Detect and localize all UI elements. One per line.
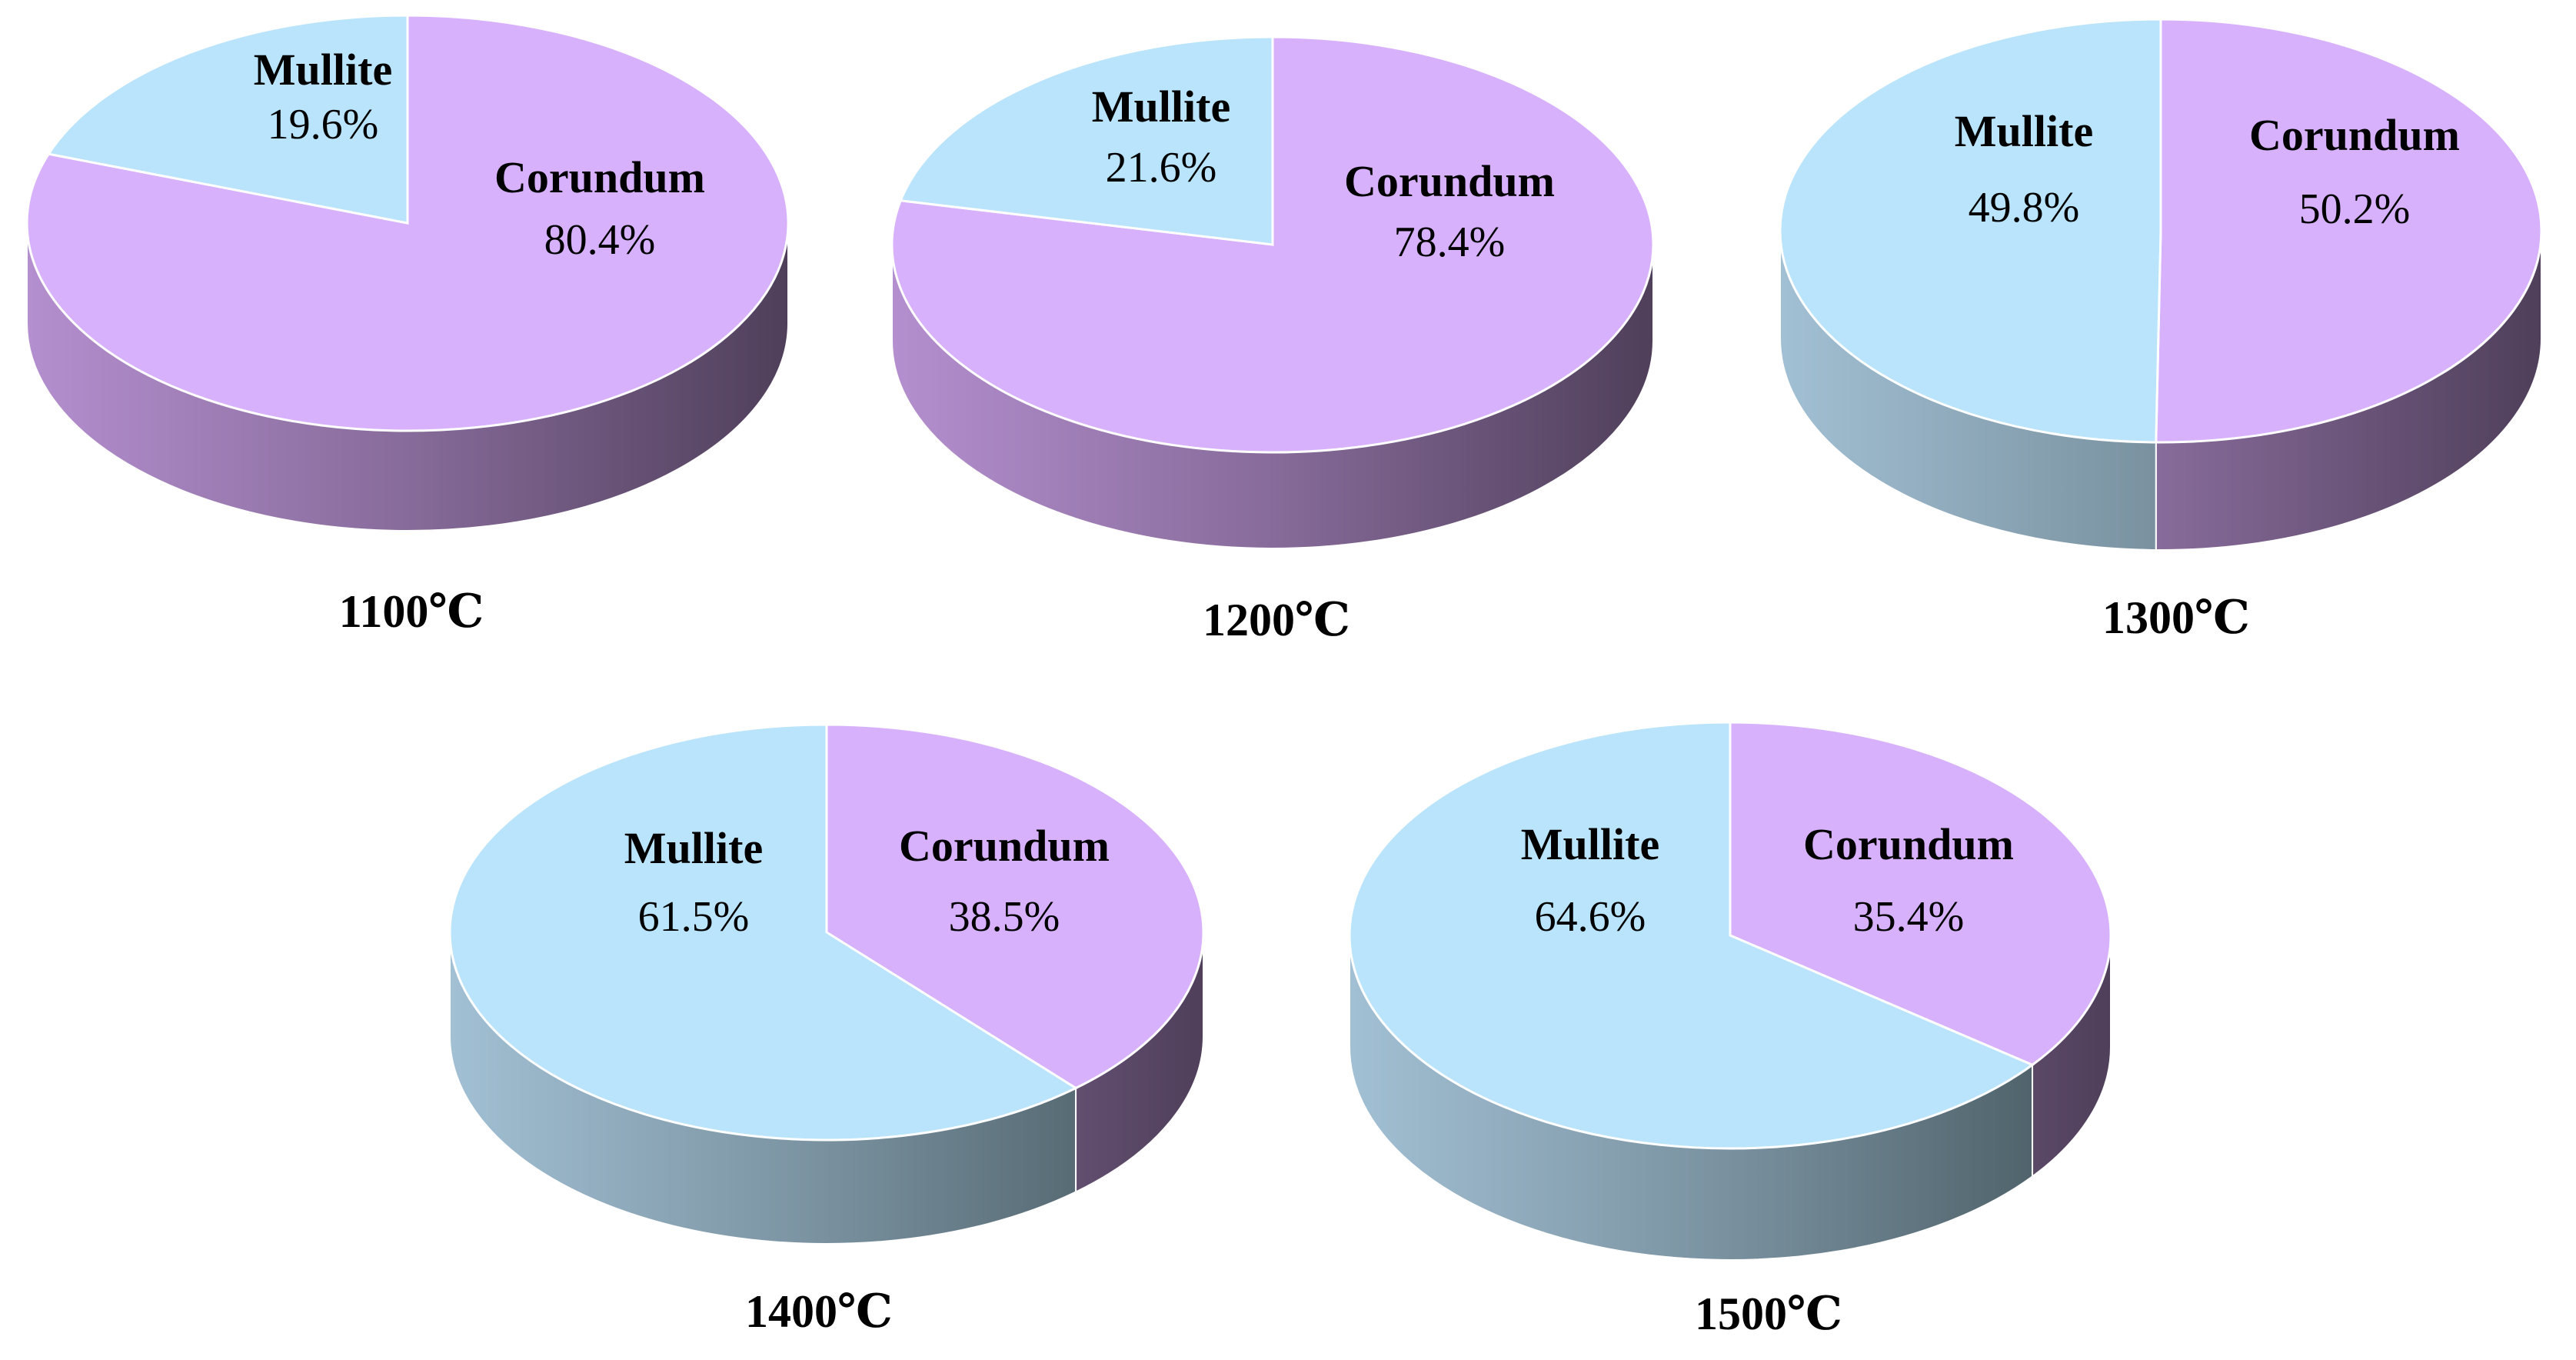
slice-value-mullite: 21.6% [1106, 144, 1217, 192]
slice-label-mullite: Mullite [1092, 82, 1230, 132]
slice-label-corundum: Corundum [494, 152, 705, 202]
slice-value-corundum: 50.2% [2299, 185, 2411, 233]
pie-slice-mullite [899, 35, 1274, 246]
pie-slice-mullite [1779, 18, 2162, 444]
pie-caption: 1400℃ [745, 1286, 893, 1337]
pie-caption: 1500℃ [1695, 1288, 1842, 1339]
pie-chart-0: Mullite 19.6% Corundum 80.4% 1100℃ [25, 14, 790, 637]
slice-label-mullite: Mullite [254, 45, 392, 95]
pie-caption: 1100℃ [339, 586, 484, 637]
slice-value-mullite: 19.6% [268, 101, 379, 148]
slice-value-mullite: 64.6% [1535, 893, 1646, 941]
pie-slice-corundum [1729, 721, 2112, 1067]
slice-label-mullite: Mullite [624, 823, 763, 873]
slice-value-corundum: 35.4% [1853, 893, 1965, 941]
pie-chart-3: Mullite 61.5% Corundum 38.5% 1400℃ [448, 723, 1205, 1337]
pie-chart-1: Mullite 21.6% Corundum 78.4% 1200℃ [890, 35, 1655, 645]
slice-value-corundum: 80.4% [544, 216, 656, 264]
slice-value-mullite: 61.5% [638, 893, 750, 941]
slice-label-corundum: Corundum [1344, 156, 1555, 206]
slice-value-corundum: 78.4% [1394, 218, 1506, 266]
pie-caption: 1300℃ [2102, 592, 2250, 643]
slice-label-corundum: Corundum [2249, 110, 2460, 160]
slice-label-corundum: Corundum [899, 821, 1110, 871]
pie-slice-corundum [2155, 18, 2543, 444]
pie-slice-mullite [448, 723, 1079, 1142]
pie-slice-mullite [46, 14, 409, 225]
pie-chart-2: Mullite 49.8% Corundum 50.2% 1300℃ [1779, 18, 2543, 643]
pie-slice-corundum [825, 723, 1205, 1090]
slice-label-corundum: Corundum [1803, 819, 2014, 869]
slice-value-mullite: 49.8% [1969, 184, 2080, 232]
pie-chart-4: Mullite 64.6% Corundum 35.4% 1500℃ [1348, 721, 2112, 1339]
slice-label-mullite: Mullite [1521, 819, 1659, 869]
pie-caption: 1200℃ [1203, 595, 1350, 645]
pie-slice-mullite [1348, 721, 2035, 1150]
slice-value-corundum: 38.5% [949, 893, 1060, 941]
slice-label-mullite: Mullite [1955, 106, 2093, 156]
